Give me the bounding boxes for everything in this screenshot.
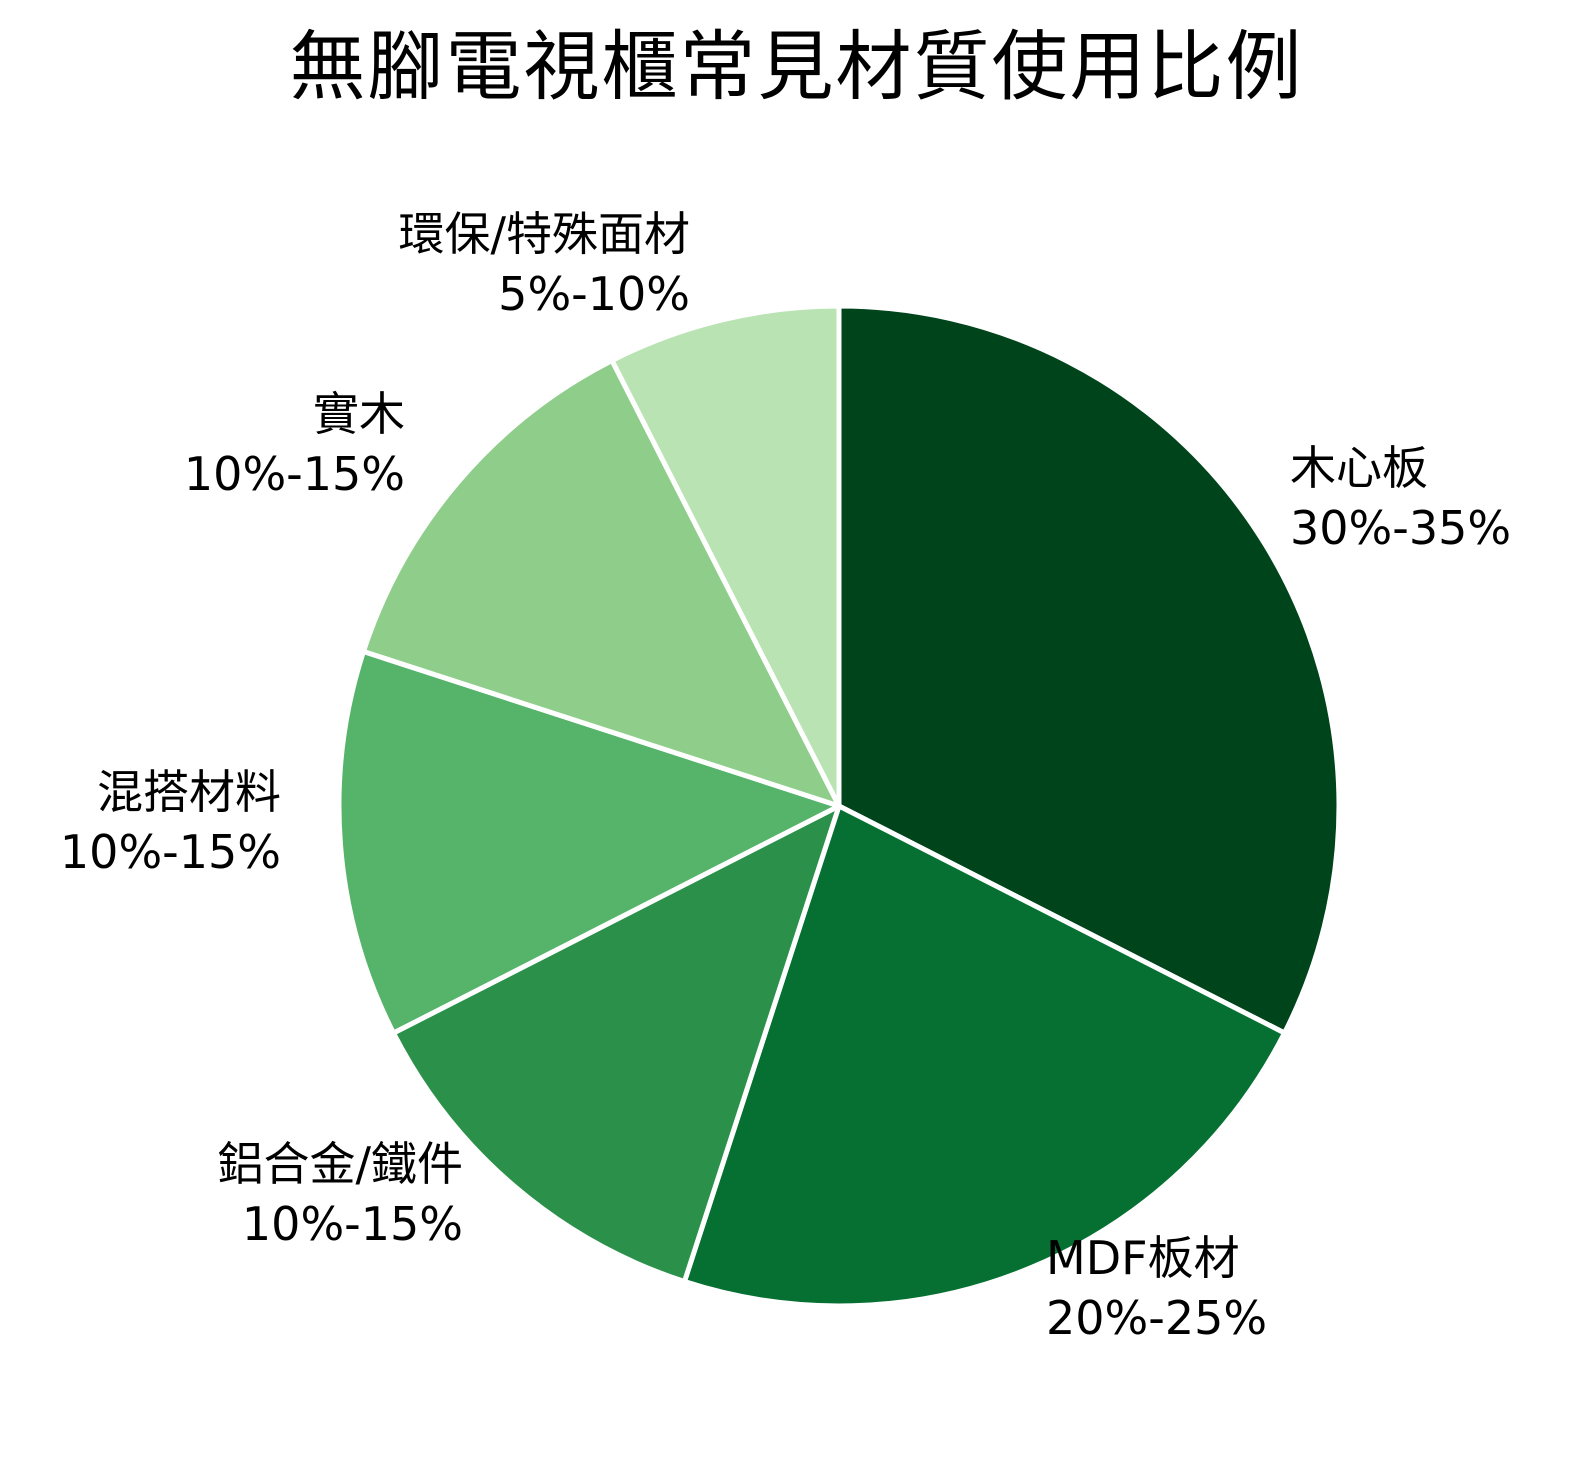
slice-label-mdf: MDF板材 20%-25%	[1046, 1228, 1267, 1348]
slice-label-solid-wood: 實木 10%-15%	[184, 384, 405, 504]
chart-title: 無腳電視櫃常見材質使用比例	[289, 22, 1304, 111]
pie-slice	[360, 358, 842, 809]
slice-label-eco-special-surface: 環保/特殊面材 5%-10%	[399, 204, 691, 324]
slice-label-aluminum-iron: 鋁合金/鐵件 10%-15%	[218, 1134, 464, 1254]
pie-slice	[836, 303, 1342, 1036]
slice-label-name: 實木	[313, 387, 405, 441]
slice-label-name: 鋁合金/鐵件	[217, 1137, 464, 1191]
slice-label-name: MDF板材	[1046, 1231, 1240, 1285]
slice-label-range: 20%-25%	[1046, 1291, 1268, 1345]
slice-label-range: 5%-10%	[498, 267, 690, 321]
slice-label-mixed-materials: 混搭材料 10%-15%	[60, 762, 281, 882]
slice-label-name: 木心板	[1290, 441, 1428, 495]
slice-label-range: 10%-15%	[241, 1197, 463, 1251]
slice-label-range: 10%-15%	[59, 825, 281, 879]
pie-slice	[609, 303, 842, 809]
slice-label-name: 混搭材料	[97, 765, 281, 819]
pie-slice	[391, 803, 842, 1285]
slice-label-range: 30%-35%	[1290, 501, 1512, 555]
pie-slice	[336, 648, 842, 1036]
pie-slice	[681, 803, 1287, 1309]
slice-label-name: 環保/特殊面材	[398, 207, 691, 261]
slice-label-wood-core-board: 木心板 30%-35%	[1290, 438, 1511, 558]
slice-label-range: 10%-15%	[183, 447, 405, 501]
